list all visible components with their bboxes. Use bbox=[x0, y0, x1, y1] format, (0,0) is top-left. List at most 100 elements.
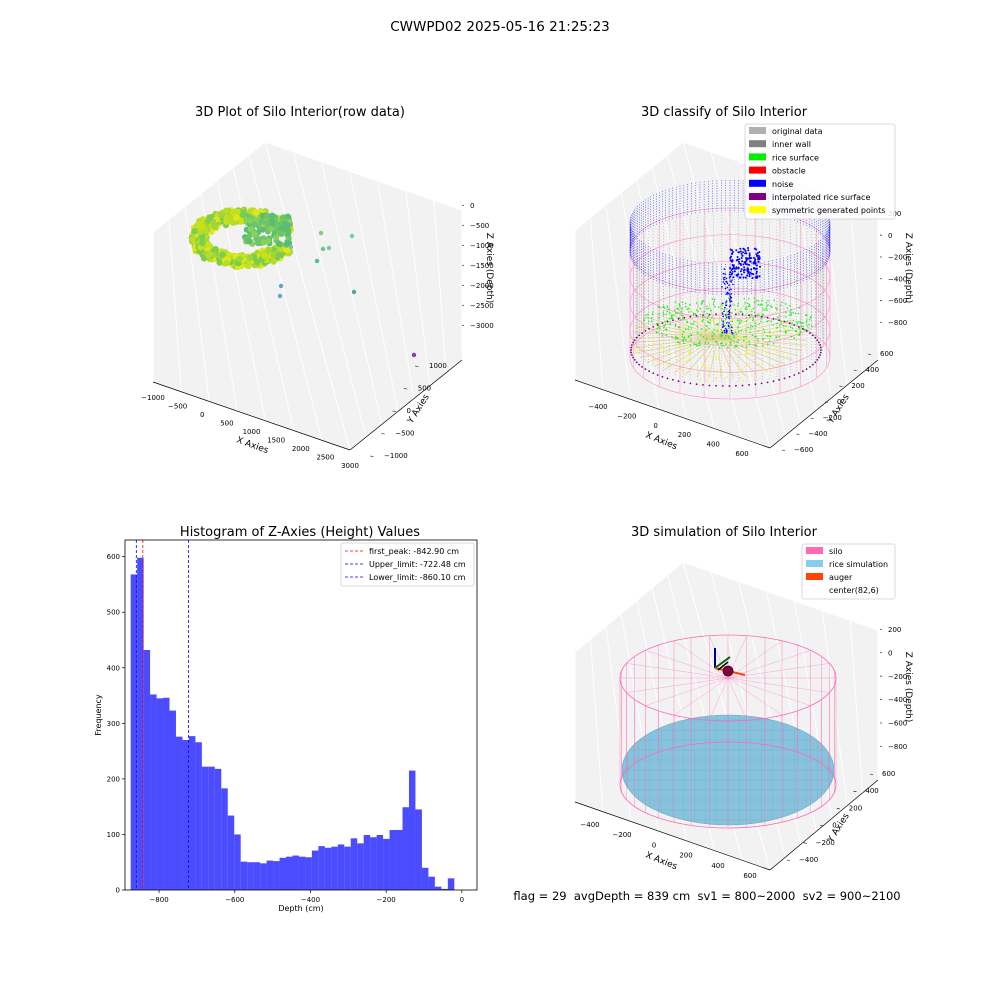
tick-mark bbox=[369, 455, 374, 457]
noise-point bbox=[729, 259, 732, 262]
grid-line bbox=[682, 141, 771, 449]
rice-surface-point bbox=[763, 331, 766, 333]
interpolated-point bbox=[735, 313, 737, 316]
raw-outlier-point bbox=[326, 245, 332, 251]
symmetric-point bbox=[777, 364, 779, 367]
symmetric-point bbox=[755, 346, 758, 349]
interpolated-point bbox=[666, 320, 669, 323]
noise-point bbox=[750, 257, 753, 260]
noise-point bbox=[725, 304, 728, 307]
symmetric-point bbox=[685, 360, 688, 362]
noise-point bbox=[731, 279, 733, 281]
tick-label: −500 bbox=[470, 222, 489, 230]
rice-surface-point bbox=[770, 320, 773, 323]
rice-surface-point bbox=[796, 322, 799, 325]
rice-surface-point bbox=[785, 316, 787, 318]
interpolated-point bbox=[683, 381, 686, 384]
raw-point bbox=[261, 252, 268, 259]
rice-surface-point bbox=[755, 325, 757, 327]
symmetric-point bbox=[746, 337, 749, 339]
tick-label: −2500 bbox=[470, 302, 494, 310]
rice-surface-point bbox=[775, 318, 777, 320]
noise-point bbox=[742, 276, 745, 279]
grid-line bbox=[248, 154, 323, 441]
y-axis-line bbox=[769, 359, 879, 449]
rice-surface-point bbox=[787, 329, 790, 332]
symmetric-ray bbox=[717, 336, 807, 341]
rice-surface-point bbox=[685, 328, 687, 330]
rice-surface-point bbox=[681, 301, 684, 304]
rice-surface-point bbox=[753, 311, 756, 314]
noise-point bbox=[725, 280, 727, 283]
tick-label: 0 bbox=[407, 407, 411, 415]
symmetric-point bbox=[738, 336, 741, 339]
legend-swatch bbox=[806, 560, 823, 567]
noise-point bbox=[756, 254, 759, 257]
raw-point bbox=[270, 251, 277, 258]
rice-surface-point bbox=[659, 327, 661, 330]
rice-surface-point bbox=[790, 335, 793, 338]
symmetric-point bbox=[710, 320, 713, 322]
noise-point bbox=[736, 256, 739, 258]
rice-surface-point bbox=[753, 301, 756, 304]
raw-point bbox=[264, 219, 271, 226]
silo-roof-spoke bbox=[673, 640, 729, 679]
tick-mark bbox=[796, 433, 800, 435]
rice-surface-point bbox=[682, 339, 684, 341]
histogram-bar bbox=[305, 857, 312, 890]
rice-surface-point bbox=[798, 307, 801, 309]
rice-surface-point bbox=[785, 311, 787, 314]
symmetric-point bbox=[713, 318, 716, 321]
noise-point bbox=[728, 325, 730, 328]
tick-mark bbox=[461, 304, 465, 307]
rice-surface-point bbox=[708, 346, 710, 348]
tick-label: 400 bbox=[866, 366, 879, 374]
symmetric-point bbox=[666, 364, 669, 367]
histogram-bar bbox=[357, 843, 364, 890]
symmetric-point bbox=[680, 330, 683, 333]
rice-surface-point bbox=[760, 320, 762, 323]
grid-line bbox=[377, 180, 415, 399]
tick-label: −200 bbox=[823, 414, 842, 422]
rice-surface-point bbox=[748, 303, 751, 306]
silo-roof-spoke bbox=[673, 677, 729, 716]
raw-outlier-point bbox=[314, 258, 320, 264]
rice-surface-point bbox=[674, 312, 677, 314]
noise-point bbox=[728, 284, 730, 287]
raw-point bbox=[199, 239, 206, 247]
raw-point bbox=[275, 241, 282, 248]
rice-surface-point bbox=[690, 334, 693, 337]
histogram-bar bbox=[421, 867, 429, 890]
symmetric-point bbox=[656, 359, 658, 362]
noise-point bbox=[730, 255, 733, 258]
rice-surface-point bbox=[745, 335, 747, 338]
interpolated-point bbox=[788, 322, 791, 325]
noise-point bbox=[731, 249, 733, 252]
symmetric-point bbox=[746, 349, 748, 352]
symmetric-point bbox=[666, 351, 668, 354]
interpolated-point bbox=[644, 368, 647, 370]
symmetric-point bbox=[738, 370, 741, 373]
rice-surface-point bbox=[674, 325, 677, 327]
rice-surface-point bbox=[767, 304, 769, 306]
histogram-bar bbox=[240, 861, 248, 890]
noise-point bbox=[739, 247, 742, 250]
raw-outlier-point bbox=[351, 289, 357, 295]
histogram-bar bbox=[279, 857, 287, 890]
rice-surface-point bbox=[666, 305, 669, 308]
interpolated-point bbox=[818, 356, 820, 359]
grid-line bbox=[405, 190, 431, 386]
rice-surface-point bbox=[683, 336, 686, 339]
rice-surface-point bbox=[705, 338, 708, 341]
rice-surface-point bbox=[674, 337, 677, 340]
noise-point bbox=[722, 321, 724, 323]
rice-surface-point bbox=[698, 342, 701, 344]
rice-surface-point bbox=[669, 320, 671, 323]
grid-line bbox=[710, 151, 786, 436]
symmetric-point bbox=[706, 331, 708, 334]
grid-line bbox=[264, 141, 351, 451]
noise-point bbox=[744, 250, 747, 252]
rice-surface-point bbox=[761, 313, 764, 316]
histogram-bar bbox=[137, 557, 144, 890]
interpolated-point bbox=[633, 359, 636, 361]
